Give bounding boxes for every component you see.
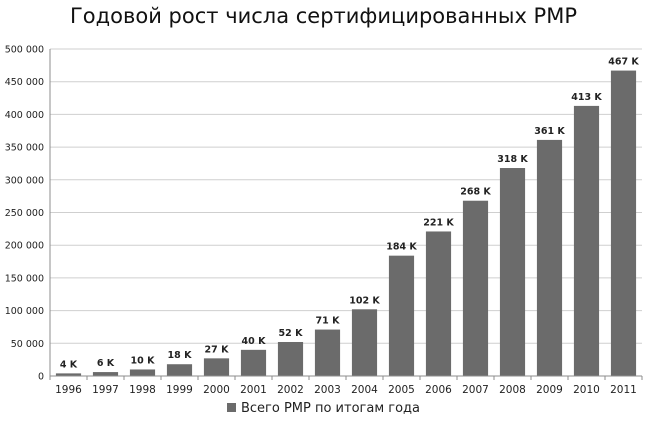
data-label: 268 K (460, 187, 491, 198)
x-tick-label: 2007 (462, 384, 489, 396)
legend: Всего PMP по итогам года (0, 401, 647, 416)
bar (166, 364, 193, 376)
data-label: 10 K (131, 355, 156, 366)
y-axis-tick-labels: 0 50 000 100 000 150 000 200 000 250 000 300 0… (5, 45, 44, 383)
y-tick-label: 0 (38, 372, 44, 383)
data-labels: 4 K 6 K 10 K 18 K 27 K 40 K 52 K 71 K 102 K 184 K… (60, 57, 640, 371)
bar (129, 369, 156, 376)
data-label: 413 K (571, 92, 602, 103)
data-label: 318 K (497, 154, 528, 165)
y-tick-label: 50 000 (11, 339, 44, 350)
x-tick-label: 2008 (499, 384, 526, 396)
bar (499, 168, 526, 376)
y-tick-label: 500 000 (5, 45, 44, 56)
x-tick-label: 2011 (610, 384, 637, 396)
y-tick-label: 100 000 (5, 306, 44, 317)
legend-swatch (226, 403, 236, 412)
x-tick-label: 2001 (240, 384, 267, 396)
bar (351, 309, 378, 376)
bar (536, 139, 563, 376)
y-tick-label: 250 000 (5, 208, 44, 219)
bar (203, 358, 230, 376)
chart-title: Годовой рост числа сертифицированных PMP (69, 4, 577, 28)
x-tick-label: 1996 (55, 384, 82, 396)
x-axis-tick-labels: 1996 1997 1998 1999 2000 2001 2002 2003 2004 2005… (55, 384, 637, 396)
y-tick-label: 300 000 (5, 175, 44, 186)
data-label: 467 K (608, 57, 639, 68)
y-tick-label: 450 000 (5, 77, 44, 88)
y-tick-label: 150 000 (5, 273, 44, 284)
x-tick-label: 2003 (314, 384, 341, 396)
data-label: 71 K (316, 316, 341, 327)
x-tick-label: 2009 (536, 384, 563, 396)
x-tick-label: 2006 (425, 384, 452, 396)
bar (277, 341, 304, 376)
bars (55, 70, 637, 376)
x-tick-label: 2010 (573, 384, 600, 396)
data-label: 40 K (242, 336, 267, 347)
bar (462, 200, 489, 376)
y-tick-label: 350 000 (5, 143, 44, 154)
x-tick-label: 1998 (129, 384, 156, 396)
bar (610, 70, 637, 376)
data-label: 52 K (279, 328, 304, 339)
data-label: 4 K (60, 359, 78, 370)
x-tick-label: 2002 (277, 384, 304, 396)
legend-label: Всего PMP по итогам года (240, 401, 421, 416)
bar (92, 372, 119, 376)
x-tick-label: 2004 (351, 384, 378, 396)
x-tick-label: 1997 (92, 384, 119, 396)
bar (573, 105, 600, 376)
data-label: 18 K (168, 350, 193, 361)
data-label: 6 K (97, 358, 115, 369)
x-tick-label: 1999 (166, 384, 193, 396)
data-label: 184 K (386, 242, 417, 253)
bar (388, 255, 415, 376)
x-tick-label: 2000 (203, 384, 230, 396)
x-tick-label: 2005 (388, 384, 415, 396)
bar (425, 231, 452, 376)
axes (49, 49, 643, 380)
y-tick-label: 400 000 (5, 110, 44, 121)
bar (55, 373, 82, 376)
data-label: 102 K (349, 295, 380, 306)
y-tick-label: 200 000 (5, 241, 44, 252)
data-label: 221 K (423, 217, 454, 228)
bar (314, 329, 341, 376)
data-label: 361 K (534, 126, 565, 137)
data-label: 27 K (205, 344, 230, 355)
bar (240, 349, 267, 376)
